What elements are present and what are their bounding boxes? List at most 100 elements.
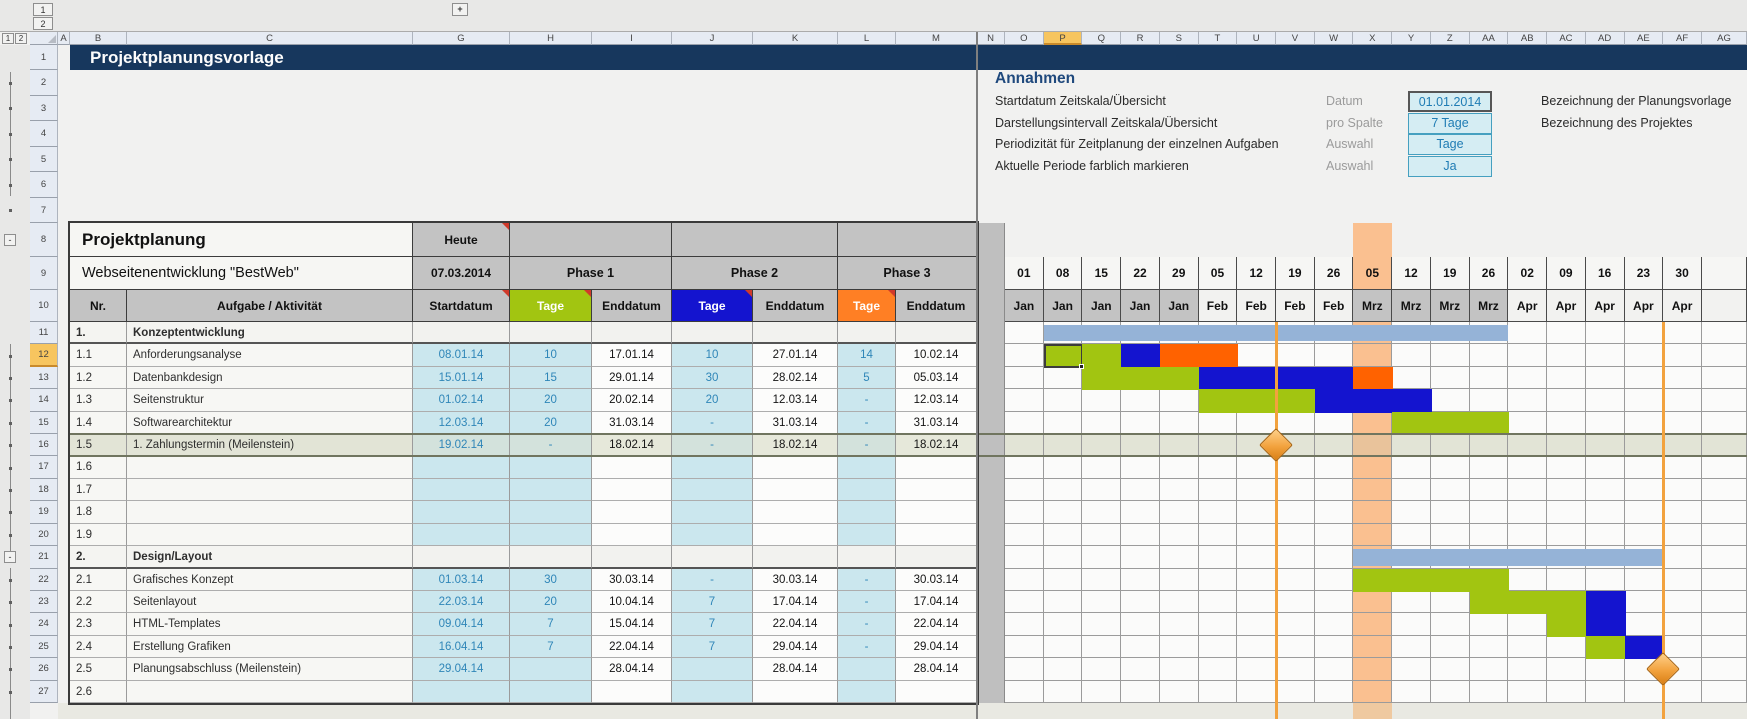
cell-X20[interactable] (1353, 523, 1393, 547)
column-header-I[interactable]: I (592, 32, 672, 45)
row-header-20[interactable]: 20 (30, 523, 58, 547)
cell-K13[interactable]: 28.02.14 (753, 366, 838, 390)
gantt-month-header-8[interactable]: Feb (1314, 290, 1354, 322)
cell-M19[interactable] (896, 501, 977, 524)
row-header-15[interactable]: 15 (30, 411, 58, 435)
cell-U15[interactable] (1237, 411, 1277, 435)
cell-AB17[interactable] (1508, 456, 1548, 479)
cell-Q27[interactable] (1082, 680, 1122, 703)
cell-Y12[interactable] (1392, 344, 1431, 367)
column-header-V[interactable]: V (1276, 32, 1315, 45)
outline-col-level-1-button[interactable]: 1 (33, 3, 53, 16)
cell-I16[interactable]: 18.02.14 (592, 434, 672, 457)
cell-S19[interactable] (1159, 501, 1199, 524)
cell-AF13[interactable] (1663, 366, 1702, 390)
cell-W15[interactable] (1314, 411, 1354, 435)
cell-W19[interactable] (1314, 501, 1354, 524)
cell-AB14[interactable] (1508, 389, 1548, 412)
cell-C16[interactable]: 1. Zahlungstermin (Meilenstein) (127, 434, 413, 457)
gantt-day-header-02-Apr[interactable]: 02 (1508, 257, 1548, 290)
cell-AD13[interactable] (1585, 366, 1625, 390)
cell-AD20[interactable] (1585, 523, 1625, 547)
cell-B24[interactable]: 2.3 (70, 613, 127, 636)
cell-AE14[interactable] (1624, 389, 1664, 412)
cell-R23[interactable] (1121, 590, 1160, 614)
cell-C22[interactable]: Grafisches Konzept (127, 568, 413, 591)
cell-Y24[interactable] (1392, 613, 1431, 636)
cell-I11[interactable] (592, 322, 672, 345)
gantt-day-header-19-Feb[interactable]: 19 (1276, 257, 1315, 290)
cell-O11[interactable] (1005, 322, 1044, 345)
cell-Q23[interactable] (1082, 590, 1122, 614)
row-header-4[interactable]: 4 (30, 121, 58, 147)
gantt-day-header-12-Feb[interactable]: 12 (1237, 257, 1277, 290)
gantt-bar[interactable] (1082, 344, 1123, 368)
cell-I12[interactable]: 17.01.14 (592, 344, 672, 367)
cell-P19[interactable] (1043, 501, 1083, 524)
cell-S21[interactable] (1159, 546, 1199, 569)
cell-L18[interactable] (838, 478, 896, 502)
cell-H19[interactable] (510, 501, 592, 524)
cell-V24[interactable] (1276, 613, 1315, 636)
cell-O23[interactable] (1005, 590, 1044, 614)
gantt-bar[interactable] (1159, 344, 1239, 368)
cell-B16[interactable]: 1.5 (70, 434, 127, 457)
row-header-18[interactable]: 18 (30, 478, 58, 502)
cell-X26[interactable] (1353, 658, 1393, 681)
cell-AB16[interactable] (1508, 434, 1548, 457)
gantt-summary-bar[interactable] (1353, 549, 1664, 566)
cell-Z25[interactable] (1430, 635, 1470, 659)
cell-L14[interactable]: - (838, 389, 896, 412)
gantt-day-header-05-Mrz[interactable]: 05 (1353, 257, 1393, 290)
cell-Z27[interactable] (1430, 680, 1470, 703)
cell-W12[interactable] (1314, 344, 1354, 367)
gantt-month-header-3[interactable]: Jan (1121, 290, 1160, 322)
cell-T17[interactable] (1198, 456, 1238, 479)
cell-G18[interactable] (413, 478, 510, 502)
cell-Z23[interactable] (1430, 590, 1470, 614)
gantt-month-header-2[interactable]: Jan (1082, 290, 1122, 322)
cell-AD14[interactable] (1585, 389, 1625, 412)
cell-G17[interactable] (413, 456, 510, 479)
cell-O22[interactable] (1005, 568, 1044, 591)
cell-AD16[interactable] (1585, 434, 1625, 457)
column-header-AG[interactable]: AG (1702, 32, 1747, 45)
cell-Z24[interactable] (1430, 613, 1470, 636)
gantt-day-header-09-Apr[interactable]: 09 (1547, 257, 1586, 290)
cell-L21[interactable] (838, 546, 896, 569)
column-header-Z[interactable]: Z (1430, 32, 1470, 45)
cell-V22[interactable] (1276, 568, 1315, 591)
cell-AG24[interactable] (1702, 613, 1747, 636)
gantt-summary-bar[interactable] (1043, 325, 1509, 342)
cell-AD27[interactable] (1585, 680, 1625, 703)
cell-P22[interactable] (1043, 568, 1083, 591)
cell-X16[interactable] (1353, 434, 1393, 457)
cell-AC25[interactable] (1547, 635, 1586, 659)
column-header-B[interactable]: B (70, 32, 127, 45)
cell-K18[interactable] (753, 478, 838, 502)
cell-AG18[interactable] (1702, 478, 1747, 502)
row-header-27[interactable]: 27 (30, 680, 58, 703)
cell-Q26[interactable] (1082, 658, 1122, 681)
gantt-day-header-08-Jan[interactable]: 08 (1043, 257, 1083, 290)
cell-AE15[interactable] (1624, 411, 1664, 435)
cell-R20[interactable] (1121, 523, 1160, 547)
cell-AE20[interactable] (1624, 523, 1664, 547)
cell-L12[interactable]: 14 (838, 344, 896, 367)
gantt-bar[interactable] (1469, 590, 1587, 615)
cell-H22[interactable]: 30 (510, 568, 592, 591)
cell-K26[interactable]: 28.04.14 (753, 658, 838, 681)
cell-AB19[interactable] (1508, 501, 1548, 524)
cell-Y20[interactable] (1392, 523, 1431, 547)
cell-G12[interactable]: 08.01.14 (413, 344, 510, 367)
cell-G25[interactable]: 16.04.14 (413, 635, 510, 659)
cell-I14[interactable]: 20.02.14 (592, 389, 672, 412)
cell-M18[interactable] (896, 478, 977, 502)
cell-AD22[interactable] (1585, 568, 1625, 591)
cell-U21[interactable] (1237, 546, 1277, 569)
cell-AF23[interactable] (1663, 590, 1702, 614)
gantt-bar[interactable] (1198, 366, 1355, 391)
cell-M21[interactable] (896, 546, 977, 569)
cell-P20[interactable] (1043, 523, 1083, 547)
cell-V20[interactable] (1276, 523, 1315, 547)
